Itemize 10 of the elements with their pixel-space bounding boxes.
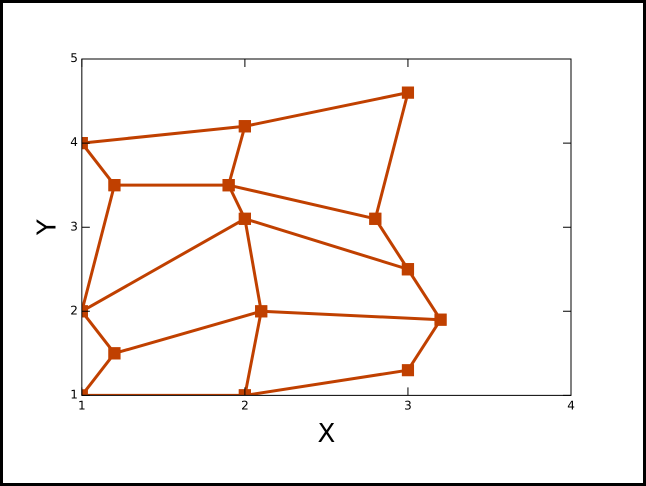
y-axis-title: Y — [32, 219, 62, 236]
y-tick-label: 3 — [70, 219, 78, 234]
x-tick-label: 2 — [241, 398, 249, 413]
y-tick-label: 5 — [70, 51, 78, 66]
x-tick-label: 3 — [404, 398, 412, 413]
y-tick-label: 4 — [70, 135, 78, 150]
x-tick-label: 4 — [567, 398, 575, 413]
x-axis-title: X — [318, 419, 336, 450]
y-tick-label: 1 — [70, 388, 78, 402]
y-tick-label: 2 — [70, 303, 78, 318]
